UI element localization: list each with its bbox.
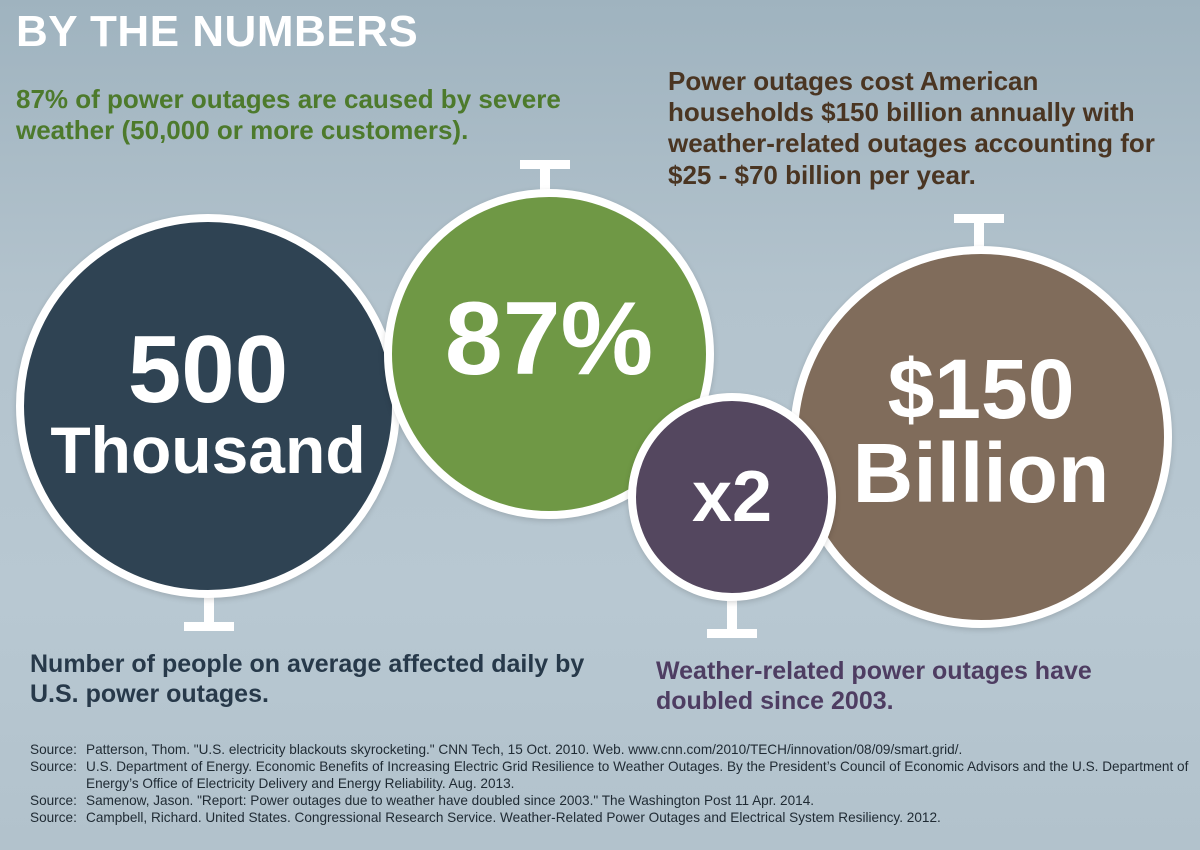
people-affected-caption: Number of people on average affected dai… (30, 650, 585, 708)
source-text: Samenow, Jason. "Report: Power outages d… (86, 793, 815, 808)
stat-circle-doubled: x2 (628, 393, 836, 601)
weather-outages-caption: 87% of power outages are caused by sever… (16, 84, 561, 146)
source-text: U.S. Department of Energy. Economic Bene… (86, 759, 1189, 791)
page-title: BY THE NUMBERS (16, 7, 419, 56)
sources-list: Source: Patterson, Thom. "U.S. electrici… (30, 741, 1190, 826)
stat-value-x2: x2 (691, 456, 773, 537)
stat-unit-thousand: Thousand (50, 413, 366, 488)
stat-value-500: 500 (127, 316, 289, 424)
connector-150-stem (974, 217, 984, 253)
source-label: Source: (30, 810, 77, 825)
source-item: Source: Samenow, Jason. "Report: Power o… (30, 792, 1190, 809)
source-item: Source: Campbell, Richard. United States… (30, 809, 1190, 826)
source-item: Source: Patterson, Thom. "U.S. electrici… (30, 741, 1190, 758)
source-text: Campbell, Richard. United States. Congre… (86, 810, 941, 825)
source-label: Source: (30, 793, 77, 808)
connector-500-bar (184, 622, 234, 631)
outages-doubled-caption: Weather-related power outages have doubl… (656, 657, 1092, 715)
stat-value-87-percent: 87% (444, 280, 654, 397)
connector-87-stem (540, 163, 550, 197)
stat-circle-people: 500 Thousand (16, 214, 400, 598)
outage-cost-caption: Power outages cost American households $… (668, 66, 1155, 190)
connector-87-bar (520, 160, 570, 169)
source-label: Source: (30, 742, 77, 757)
stat-value-150: $150 (887, 342, 1075, 437)
connector-x2-bar (707, 629, 757, 638)
connector-x2-stem (727, 597, 737, 635)
stat-circle-cost: $150 Billion (790, 246, 1172, 628)
source-text: Patterson, Thom. "U.S. electricity black… (86, 742, 963, 757)
source-label: Source: (30, 759, 77, 774)
stat-unit-billion: Billion (852, 426, 1110, 520)
source-item: Source: U.S. Department of Energy. Econo… (30, 758, 1190, 792)
connector-150-bar (954, 214, 1004, 223)
connector-500-stem (204, 592, 214, 628)
